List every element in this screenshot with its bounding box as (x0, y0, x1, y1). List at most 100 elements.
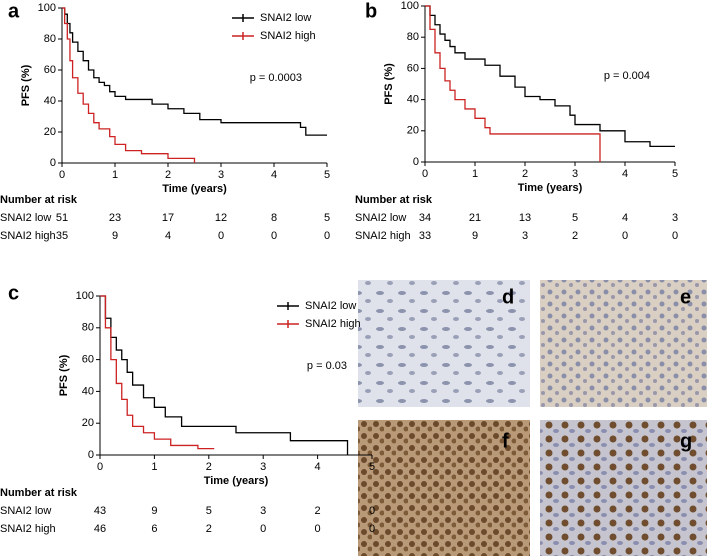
y-axis-title: PFS (%) (383, 63, 395, 105)
x-axis-title: Time (years) (162, 183, 227, 195)
x-tick-label: 4 (622, 168, 628, 180)
x-tick-label: 2 (522, 168, 528, 180)
risk-count: 33 (419, 230, 431, 242)
x-tick-label: 1 (472, 168, 478, 180)
y-tick-label: 80 (82, 322, 94, 334)
micrograph (540, 420, 707, 556)
risk-count: 5 (206, 505, 212, 517)
risk-count: 43 (94, 505, 106, 517)
risk-count: 0 (260, 523, 266, 535)
risk-count: 2 (572, 230, 578, 242)
risk-count: 9 (472, 230, 478, 242)
x-tick-label: 1 (112, 169, 118, 181)
p-value: p = 0.0003 (250, 72, 302, 84)
risk-count: 35 (56, 230, 68, 242)
risk-row-label: SNAI2 low (0, 212, 51, 224)
risk-count: 21 (469, 212, 481, 224)
risk-count: 46 (94, 523, 106, 535)
y-tick-label: 100 (76, 290, 94, 302)
risk-count: 0 (369, 523, 375, 535)
risk-row-label: SNAI2 high (0, 523, 56, 535)
y-tick-label: 80 (44, 33, 56, 45)
risk-count: 0 (369, 505, 375, 517)
risk-count: 0 (622, 230, 628, 242)
km-curve (100, 295, 349, 455)
y-tick-label: 0 (88, 449, 94, 461)
km-curve (62, 7, 196, 163)
y-axis-title: PFS (%) (20, 64, 32, 106)
y-tick-label: 0 (413, 156, 419, 168)
x-tick-label: 1 (151, 461, 157, 473)
risk-count: 0 (324, 230, 330, 242)
panel-label: e (680, 286, 691, 308)
risk-title: Number at risk (355, 194, 433, 206)
legend-label: SNAI2 high (305, 318, 361, 330)
x-axis-title: Time (years) (518, 182, 583, 194)
risk-count: 51 (56, 212, 68, 224)
y-tick-label: 60 (82, 354, 94, 366)
risk-count: 23 (109, 212, 121, 224)
y-tick-label: 20 (44, 126, 56, 138)
risk-row-label: SNAI2 low (0, 505, 51, 517)
risk-count: 4 (165, 230, 171, 242)
risk-count: 13 (519, 212, 531, 224)
km-curve (425, 5, 675, 148)
x-tick-label: 0 (422, 168, 428, 180)
y-tick-label: 0 (50, 157, 56, 169)
risk-count: 12 (215, 212, 227, 224)
y-tick-label: 40 (82, 385, 94, 397)
x-tick-label: 2 (165, 169, 171, 181)
x-tick-label: 5 (672, 168, 678, 180)
x-tick-label: 4 (271, 169, 277, 181)
y-tick-label: 100 (401, 0, 419, 12)
risk-row-label: SNAI2 high (0, 230, 56, 242)
y-tick-label: 80 (407, 31, 419, 43)
y-tick-label: 60 (44, 64, 56, 76)
risk-count: 17 (162, 212, 174, 224)
panel-label: g (680, 430, 692, 452)
x-tick-label: 4 (315, 461, 321, 473)
legend-label: SNAI2 low (305, 300, 356, 312)
x-axis-title: Time (years) (204, 475, 269, 487)
x-tick-label: 2 (206, 461, 212, 473)
risk-count: 2 (315, 505, 321, 517)
x-tick-label: 0 (59, 169, 65, 181)
micrograph (540, 280, 707, 407)
risk-title: Number at risk (0, 194, 78, 206)
risk-row-label: SNAI2 high (355, 230, 411, 242)
risk-count: 4 (622, 212, 628, 224)
risk-count: 9 (112, 230, 118, 242)
y-tick-label: 20 (407, 125, 419, 137)
risk-count: 3 (672, 212, 678, 224)
risk-count: 5 (324, 212, 330, 224)
x-tick-label: 3 (260, 461, 266, 473)
y-tick-label: 20 (82, 417, 94, 429)
micrograph (358, 420, 530, 556)
x-tick-label: 0 (97, 461, 103, 473)
risk-count: 34 (419, 212, 431, 224)
risk-count: 0 (271, 230, 277, 242)
y-tick-label: 100 (38, 2, 56, 14)
risk-count: 0 (672, 230, 678, 242)
risk-row-label: SNAI2 low (355, 212, 406, 224)
x-tick-label: 5 (324, 169, 330, 181)
p-value: p = 0.004 (604, 70, 650, 82)
x-tick-label: 3 (218, 169, 224, 181)
km-curve (62, 7, 327, 136)
risk-count: 3 (260, 505, 266, 517)
panel-label: b (365, 0, 377, 22)
micrograph (358, 280, 530, 407)
x-tick-label: 5 (369, 461, 375, 473)
km-curve (100, 295, 215, 450)
y-tick-label: 60 (407, 62, 419, 74)
risk-count: 5 (572, 212, 578, 224)
km-curve (425, 5, 601, 162)
legend-label: SNAI2 high (260, 30, 316, 42)
risk-count: 2 (206, 523, 212, 535)
y-axis-title: PFS (%) (58, 354, 70, 396)
y-tick-label: 40 (44, 95, 56, 107)
legend-label: SNAI2 low (260, 12, 311, 24)
panel-label: a (8, 0, 20, 22)
panel-label: d (502, 286, 514, 308)
